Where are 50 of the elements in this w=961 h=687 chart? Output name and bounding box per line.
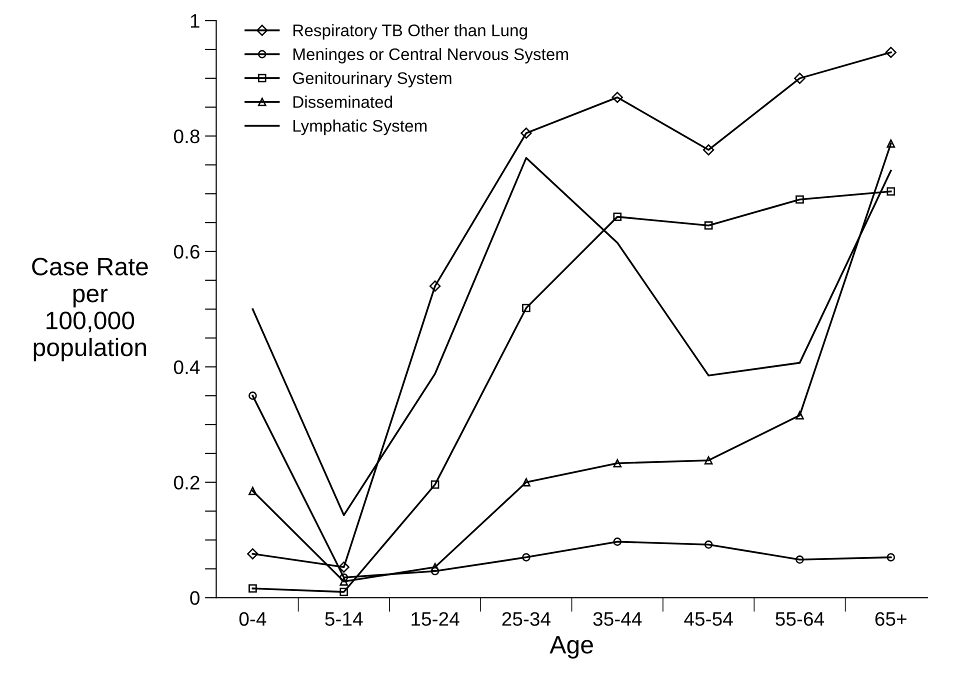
x-tick-label: 25-34 [502,612,551,626]
point [247,548,258,560]
x-tick-label: 55-64 [776,612,824,626]
y-tick-label: 0 [190,591,200,605]
x-tick-label: 0-4 [239,612,266,626]
point [886,139,896,148]
point [248,486,257,496]
legend-label: Genitourinary System [292,72,452,88]
legend-label: Disseminated [293,96,392,108]
point [520,128,532,139]
legend-label: Meninges or Central Nervous System [293,48,568,64]
point [522,478,530,486]
y-tick-label: 0.6 [174,244,200,259]
point [704,540,713,549]
point [613,212,622,221]
y-tick-label: 1 [190,14,200,28]
point [429,280,441,292]
y-tick-label: 0.4 [174,360,200,374]
x-tick-label: 45-54 [684,612,733,626]
point [796,195,804,204]
point [702,144,714,156]
x-axis-title: Age [550,636,593,659]
point [340,577,348,586]
point [886,553,896,562]
point [613,538,622,546]
x-tick-label: 5-14 [325,612,363,626]
point [704,221,713,230]
x-tick-label: 65+ [875,612,906,626]
x-tick-label: 15-24 [412,612,460,626]
point [885,46,896,58]
point [522,553,530,562]
point [248,392,257,400]
point [248,584,257,593]
x-tick-label: 35-44 [593,612,642,626]
point [704,456,713,465]
point [796,555,804,564]
point [612,92,623,103]
y-axis-title: Case Rate per 100,000 population [32,258,148,362]
point [613,459,622,468]
y-tick-label: 0.2 [174,476,200,490]
legend-label: Respiratory TB Other than Lung [293,24,527,40]
y-tick-label: 0.8 [174,129,200,144]
point [886,187,896,196]
point [522,304,530,312]
point [430,480,440,489]
point [338,562,350,573]
point [796,411,804,420]
point [340,588,348,596]
point [794,72,806,84]
legend-label: Lymphatic System [293,120,427,136]
